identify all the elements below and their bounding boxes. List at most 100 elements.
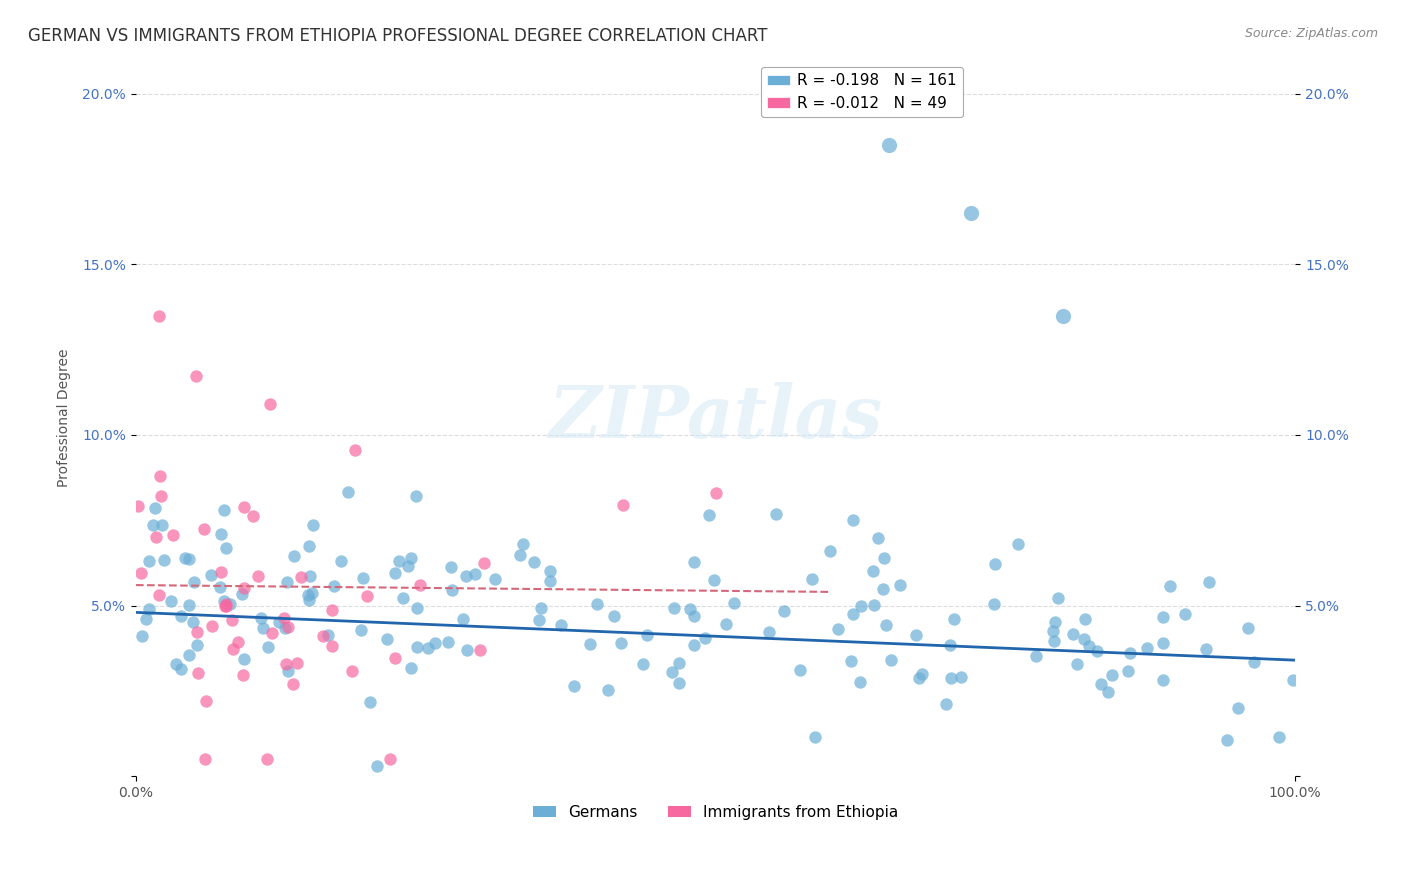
Point — [612, 498, 634, 512]
Point — [714, 616, 737, 631]
Point — [523, 555, 546, 569]
Point — [135, 612, 157, 626]
Point — [222, 641, 245, 656]
Point — [872, 582, 894, 596]
Point — [252, 621, 274, 635]
Point — [512, 537, 534, 551]
Point — [1101, 668, 1123, 682]
Point — [842, 514, 865, 528]
Point — [1135, 640, 1157, 655]
Point — [242, 508, 264, 523]
Point — [550, 617, 572, 632]
Point — [440, 583, 463, 598]
Point — [299, 569, 322, 583]
Point — [1052, 309, 1074, 323]
Point — [723, 596, 745, 610]
Point — [409, 578, 432, 592]
Point — [359, 695, 381, 709]
Point — [454, 568, 477, 582]
Point — [209, 580, 232, 594]
Point — [277, 664, 299, 678]
Point — [337, 485, 360, 500]
Point — [406, 601, 429, 615]
Point — [679, 601, 702, 615]
Point — [661, 665, 683, 679]
Point — [942, 612, 965, 626]
Point — [150, 517, 173, 532]
Point — [143, 501, 166, 516]
Point — [1119, 646, 1142, 660]
Point — [596, 683, 619, 698]
Point — [399, 661, 422, 675]
Point — [683, 609, 706, 624]
Point — [1043, 615, 1066, 629]
Point — [138, 554, 160, 568]
Point — [149, 468, 172, 483]
Point — [375, 632, 398, 647]
Point — [586, 597, 609, 611]
Point — [259, 397, 281, 411]
Point — [195, 694, 218, 708]
Point — [392, 591, 415, 606]
Point — [160, 594, 183, 608]
Point — [343, 443, 366, 458]
Point — [631, 657, 654, 672]
Point — [290, 570, 312, 584]
Point — [148, 309, 170, 323]
Point — [423, 636, 446, 650]
Point — [1268, 731, 1291, 745]
Point — [215, 597, 238, 611]
Point — [579, 637, 602, 651]
Text: GERMAN VS IMMIGRANTS FROM ETHIOPIA PROFESSIONAL DEGREE CORRELATION CHART: GERMAN VS IMMIGRANTS FROM ETHIOPIA PROFE… — [28, 27, 768, 45]
Point — [165, 657, 187, 672]
Point — [301, 586, 323, 600]
Point — [1237, 621, 1260, 635]
Point — [247, 568, 270, 582]
Point — [637, 628, 659, 642]
Point — [297, 588, 319, 602]
Point — [950, 670, 973, 684]
Point — [274, 657, 297, 671]
Point — [302, 518, 325, 533]
Point — [174, 550, 197, 565]
Point — [231, 587, 253, 601]
Point — [1243, 655, 1265, 669]
Point — [232, 581, 254, 595]
Point — [437, 634, 460, 648]
Point — [256, 752, 278, 766]
Point — [683, 555, 706, 569]
Point — [1281, 673, 1303, 687]
Point — [316, 628, 339, 642]
Point — [879, 137, 901, 152]
Point — [905, 628, 928, 642]
Point — [186, 624, 208, 639]
Point — [1227, 701, 1250, 715]
Point — [153, 553, 176, 567]
Point — [183, 574, 205, 589]
Point — [603, 608, 626, 623]
Point — [880, 653, 903, 667]
Point — [388, 553, 411, 567]
Point — [181, 615, 204, 629]
Point — [321, 603, 343, 617]
Point — [693, 631, 716, 645]
Point — [704, 486, 727, 500]
Point — [349, 624, 371, 638]
Point — [323, 579, 346, 593]
Point — [170, 609, 193, 624]
Point — [440, 559, 463, 574]
Point — [194, 752, 217, 766]
Point — [1073, 632, 1095, 647]
Point — [1216, 733, 1239, 747]
Point — [1025, 649, 1047, 664]
Text: ZIPatlas: ZIPatlas — [548, 383, 883, 453]
Point — [232, 668, 254, 682]
Point — [758, 625, 780, 640]
Point — [330, 554, 353, 568]
Point — [1085, 643, 1108, 657]
Point — [839, 654, 862, 668]
Point — [215, 541, 238, 555]
Point — [200, 567, 222, 582]
Point — [907, 671, 929, 685]
Point — [1174, 607, 1197, 621]
